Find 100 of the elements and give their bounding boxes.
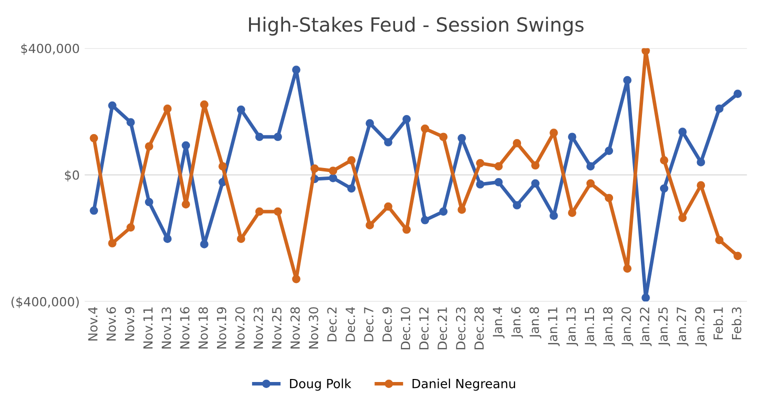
- x-tick-label: Nov.9: [124, 307, 134, 340]
- x-tick-label: Nov.6: [106, 307, 116, 340]
- point: [696, 158, 706, 166]
- x-tick-label: Dec.28: [474, 307, 484, 350]
- x-tick-label: Dec.10: [400, 307, 410, 350]
- point: [310, 164, 319, 173]
- x-tick-label: Jan.29: [695, 307, 707, 346]
- x-tick-label: Jan.25: [658, 307, 670, 346]
- x-tick-label: Jan.4: [492, 307, 505, 338]
- point: [494, 178, 503, 186]
- point: [568, 208, 576, 218]
- x-tick-label: Feb.1: [713, 308, 723, 340]
- point: [90, 134, 98, 142]
- x-tick-label: Dec.12: [419, 308, 429, 350]
- point: [366, 221, 374, 230]
- x-tick-label: Jan.18: [603, 307, 615, 346]
- point: [512, 139, 522, 148]
- point: [163, 234, 172, 243]
- x-tick-label: Dec.4: [346, 307, 356, 342]
- x-tick-label: Nov.11: [143, 308, 153, 348]
- x-tick-label: Dec.23: [456, 307, 466, 350]
- point: [200, 240, 208, 248]
- point: [604, 194, 614, 202]
- point: [531, 179, 540, 188]
- point: [384, 138, 392, 146]
- point: [642, 48, 650, 55]
- point: [586, 162, 595, 170]
- point: [274, 132, 282, 142]
- point: [531, 161, 540, 170]
- point: [715, 104, 724, 113]
- x-tick-label: Dec.21: [438, 308, 448, 350]
- x-tick-label: Jan.22: [640, 308, 652, 346]
- x-tick-label: Nov.20: [235, 307, 245, 348]
- point: [439, 132, 448, 142]
- point: [568, 132, 576, 142]
- point: [347, 156, 356, 164]
- point: [200, 100, 208, 109]
- x-tick-label: Nov.28: [290, 307, 300, 348]
- point: [402, 225, 411, 234]
- point: [458, 206, 466, 214]
- point: [126, 223, 135, 232]
- x-tick-label: Nov.19: [216, 307, 226, 348]
- point: [476, 180, 484, 189]
- point: [550, 128, 558, 137]
- y-tick-label: $400,000: [21, 43, 80, 55]
- point: [623, 264, 632, 273]
- y-tick-label: $0: [64, 170, 80, 182]
- point: [642, 294, 650, 302]
- x-tick-label: Jan.20: [622, 307, 634, 346]
- point: [108, 101, 116, 110]
- point: [255, 207, 264, 216]
- x-tick-label: Nov.18: [198, 307, 208, 348]
- x-tick-label: Feb.3: [732, 307, 742, 340]
- point: [439, 207, 448, 216]
- point: [384, 202, 392, 211]
- point: [678, 128, 687, 136]
- point: [144, 198, 154, 206]
- point: [715, 236, 724, 244]
- x-tick-label: Dec.9: [382, 307, 392, 342]
- point: [623, 76, 632, 84]
- point: [604, 146, 614, 155]
- chart-title: High-Stakes Feud - Session Swings: [249, 16, 584, 36]
- point: [420, 124, 430, 133]
- point: [366, 119, 374, 128]
- point: [420, 216, 430, 224]
- x-tick-label: Jan.8: [530, 307, 542, 338]
- point: [218, 162, 227, 170]
- x-tick-label: Dec.7: [364, 307, 374, 342]
- point: [90, 206, 98, 215]
- point: [182, 200, 190, 208]
- x-tick-label: Nov.25: [272, 307, 282, 348]
- x-tick-label: Dec.2: [327, 308, 337, 342]
- point: [328, 166, 338, 175]
- point: [458, 134, 466, 142]
- x-tick-label: Jan.11: [548, 308, 560, 346]
- point: [144, 142, 154, 151]
- point: [274, 207, 282, 216]
- point: [328, 174, 338, 182]
- x-tick-label: Nov.30: [308, 307, 318, 348]
- point: [347, 184, 356, 193]
- point: [696, 181, 706, 190]
- point: [734, 90, 742, 98]
- point: [494, 162, 503, 170]
- point: [255, 132, 264, 142]
- point: [550, 212, 558, 220]
- point: [126, 118, 135, 126]
- point: [734, 252, 742, 260]
- point: [402, 114, 411, 124]
- point: [292, 274, 300, 284]
- x-tick-label: Jan.13: [566, 307, 578, 346]
- point: [236, 105, 246, 114]
- point: [163, 104, 172, 113]
- legend-label: Daniel Negreanu: [412, 378, 516, 391]
- x-tick-label: Nov.4: [88, 307, 98, 340]
- x-tick-label: Nov.16: [180, 307, 190, 348]
- point: [678, 214, 687, 222]
- point: [476, 158, 484, 168]
- x-tick-label: Nov.23: [254, 307, 264, 348]
- point: [182, 141, 190, 150]
- legend-label: Doug Polk: [290, 378, 352, 391]
